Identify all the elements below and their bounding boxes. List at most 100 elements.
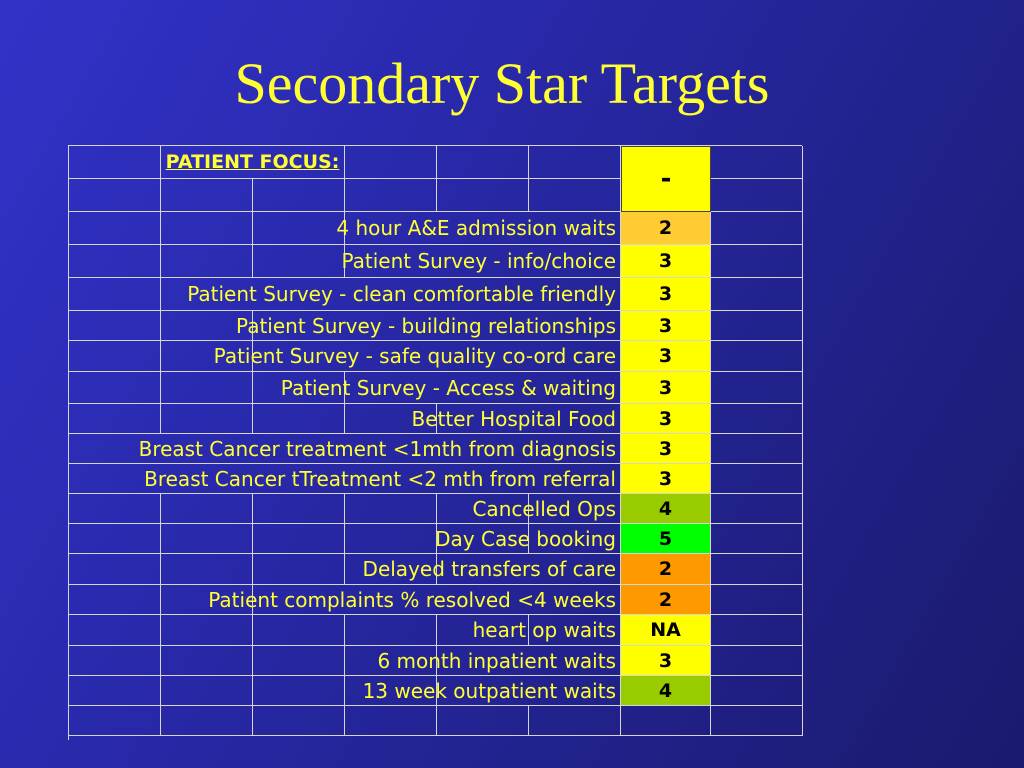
empty-cell [69,585,161,615]
empty-cell [161,404,253,434]
empty-cell [253,646,345,676]
target-score: 3 [621,404,711,434]
target-label: Cancelled Ops [472,494,621,524]
empty-cell [345,615,437,646]
target-score: 3 [621,341,711,372]
empty-cell [711,146,803,179]
empty-cell [711,372,803,404]
empty-cell [529,706,621,736]
empty-cell [253,212,345,245]
empty-cell [253,245,345,278]
empty-cell [253,404,345,434]
empty-cell [69,278,161,311]
target-score: 3 [621,278,711,311]
empty-cell [345,494,437,524]
target-label: Patient Survey - safe quality co-ord car… [214,341,621,372]
section-heading: PATIENT FOCUS: [161,146,345,179]
target-score: 2 [621,585,711,615]
empty-cell [69,311,161,341]
empty-cell [69,646,161,676]
empty-cell [711,646,803,676]
empty-cell [711,212,803,245]
empty-cell [711,706,803,736]
empty-cell [161,676,253,706]
target-score: 3 [621,464,711,494]
target-label: Delayed transfers of care [363,554,621,585]
empty-cell [437,615,529,646]
empty-cell [253,179,345,212]
empty-cell [437,146,529,179]
target-label: Patient Survey - clean comfortable frien… [161,278,621,311]
target-label: Patient complaints % resolved <4 weeks [208,585,621,615]
empty-cell [621,706,711,736]
empty-cell [711,245,803,278]
empty-cell [69,245,161,278]
empty-cell [345,146,437,179]
target-score: 5 [621,524,711,554]
target-label: Patient Survey - Access & waiting [281,372,621,404]
target-label: 6 month inpatient waits [377,646,621,676]
target-label: 4 hour A&E admission waits [336,212,621,245]
target-score: 2 [621,554,711,585]
empty-cell [437,524,529,554]
target-score: 3 [621,311,711,341]
empty-cell [345,676,437,706]
empty-cell [161,646,253,676]
empty-cell [345,524,437,554]
empty-cell [253,494,345,524]
empty-cell [345,554,437,585]
empty-cell [69,676,161,706]
empty-cell [711,494,803,524]
empty-cell [69,615,161,646]
target-score: 3 [621,646,711,676]
empty-cell [161,311,253,341]
empty-cell [711,615,803,646]
target-label: Day Case booking [435,524,621,554]
target-label: Patient Survey - info/choice [341,245,621,278]
empty-cell [69,494,161,524]
empty-cell [69,146,161,179]
empty-cell [161,372,253,404]
target-label: Breast Cancer tTreatment <2 mth from ref… [69,464,621,494]
empty-cell [711,434,803,464]
empty-cell [161,524,253,554]
empty-cell [161,179,253,212]
empty-cell [711,311,803,341]
target-label: 13 week outpatient waits [363,676,621,706]
empty-cell [161,494,253,524]
empty-cell [69,179,161,212]
target-score: 3 [621,434,711,464]
empty-cell [253,615,345,646]
empty-cell [253,706,345,736]
empty-cell [529,146,621,179]
empty-cell [437,179,529,212]
empty-cell [69,404,161,434]
target-score: 3 [621,245,711,278]
empty-cell [253,524,345,554]
empty-cell [345,179,437,212]
empty-cell [711,554,803,585]
empty-cell [711,585,803,615]
target-score: 4 [621,676,711,706]
target-label: Better Hospital Food [411,404,621,434]
target-score: 2 [621,212,711,245]
empty-cell [711,341,803,372]
target-score: 3 [621,372,711,404]
empty-cell [161,615,253,646]
empty-cell [711,464,803,494]
empty-cell [69,524,161,554]
target-score: 4 [621,494,711,524]
empty-cell [437,494,529,524]
empty-cell [345,646,437,676]
empty-cell [711,676,803,706]
empty-cell [253,554,345,585]
empty-cell [161,341,253,372]
empty-cell [529,179,621,212]
empty-cell [711,179,803,212]
empty-cell [345,404,437,434]
empty-cell [253,372,345,404]
empty-cell [69,372,161,404]
empty-cell [69,554,161,585]
overall-rating: - [621,146,711,212]
empty-cell [69,212,161,245]
